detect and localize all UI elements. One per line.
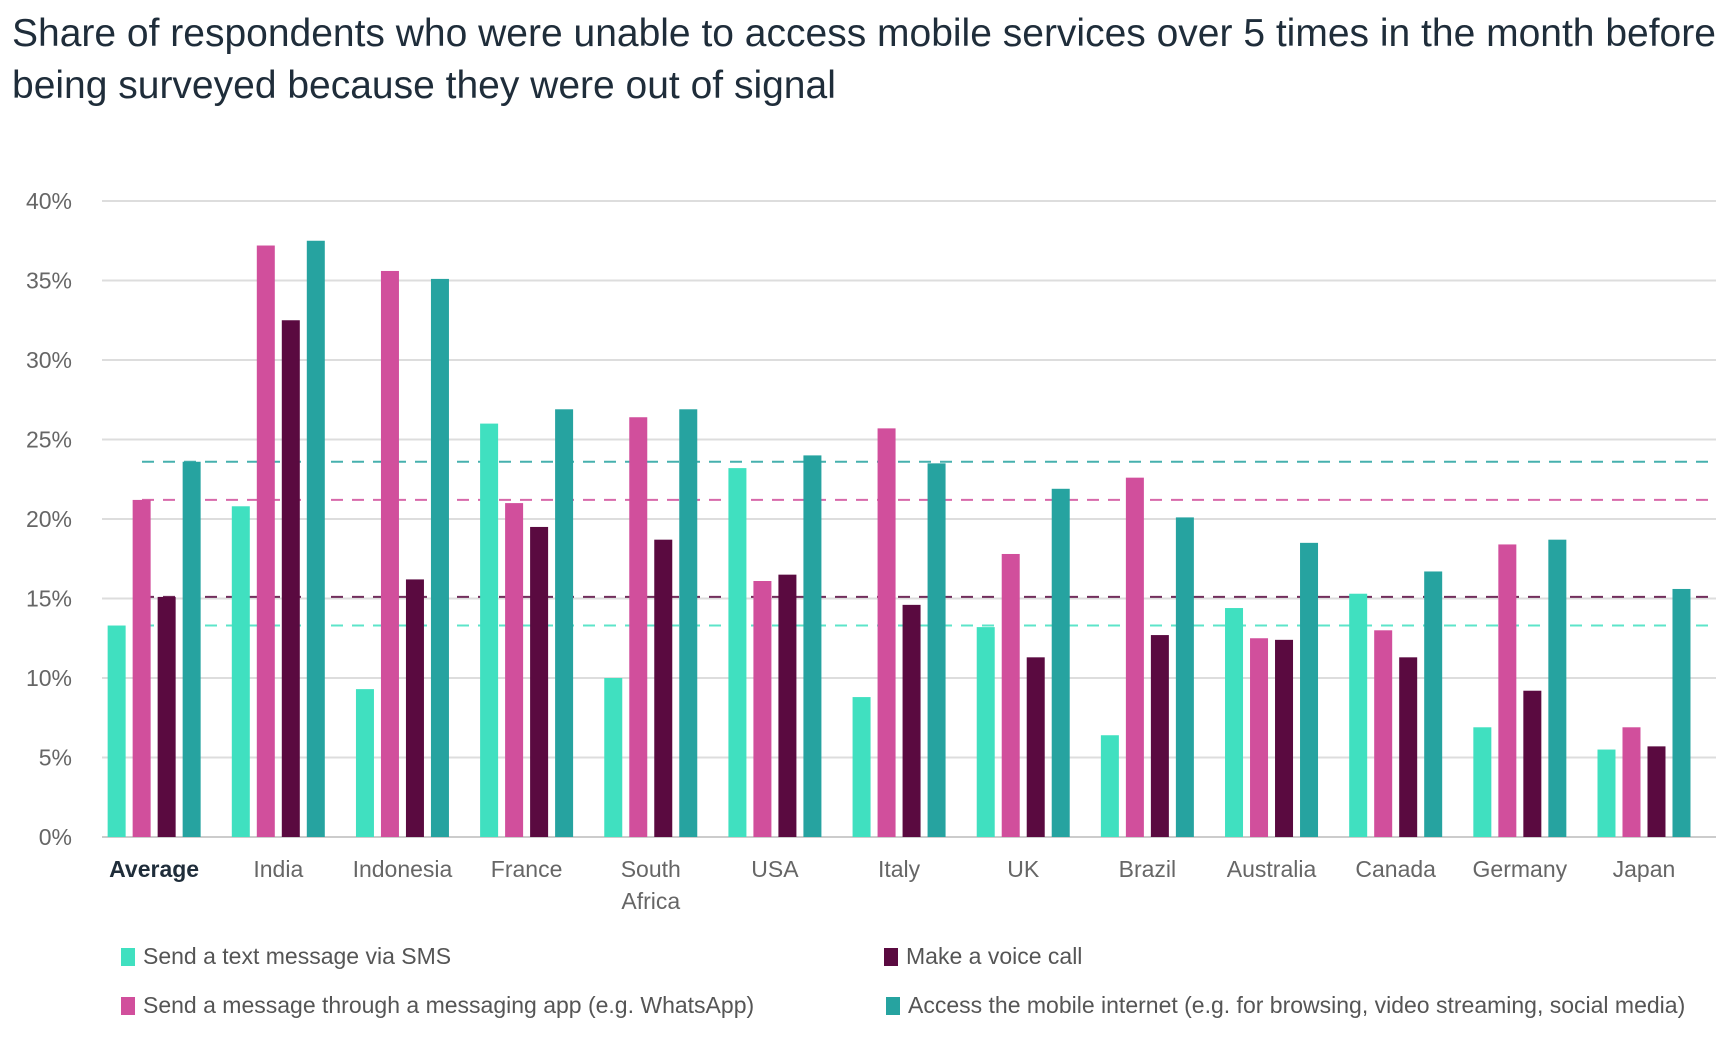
bar [728,468,747,837]
bar [1349,593,1368,837]
bar [1250,638,1269,837]
x-tick-label: India [253,856,303,882]
bar [1548,539,1567,837]
x-tick-label: Africa [621,888,680,914]
bar [306,240,325,837]
legend-swatch [886,996,900,1015]
bar [1001,553,1020,837]
bar [182,461,201,837]
x-tick-label: Japan [1613,856,1676,882]
legend-label: Access the mobile internet (e.g. for bro… [908,992,1686,1018]
x-tick-label: Average [109,856,199,882]
legend-item-mobile-internet: Access the mobile internet (e.g. for bro… [886,992,1685,1019]
bar [1150,635,1169,837]
y-tick-label: 25% [26,427,72,453]
y-tick-label: 5% [39,745,72,771]
x-tick-label: Canada [1355,856,1436,882]
x-tick-label: UK [1007,856,1040,882]
x-tick-label: Italy [878,856,921,882]
bar [281,320,300,837]
bar [380,270,399,838]
bar [1498,544,1517,837]
bar [505,503,524,837]
x-tick-label: Germany [1473,856,1568,882]
bar [1175,517,1194,837]
bar [1399,657,1418,837]
bar [157,596,176,837]
y-tick-label: 0% [39,824,72,850]
bar [1622,727,1641,837]
y-tick-label: 15% [26,586,72,612]
legend-label: Send a text message via SMS [143,943,452,969]
bar [1051,488,1070,837]
bar [405,579,424,837]
legend-item-sms: Send a text message via SMS [121,943,451,970]
bar [604,678,623,837]
x-tick-label: Brazil [1119,856,1177,882]
x-tick-label: Australia [1227,856,1317,882]
legend-label: Send a message through a messaging app (… [143,992,755,1018]
legend-swatch [121,947,135,966]
bar [256,245,275,837]
bar [530,526,549,837]
y-tick-label: 30% [26,347,72,373]
bar [1300,542,1319,837]
bar [355,689,374,837]
bar [852,697,871,837]
x-tick-label: France [491,856,563,882]
bar [480,423,499,837]
bar [902,604,921,837]
bar [430,278,449,837]
legend-item-voice-call: Make a voice call [884,943,1082,970]
bar [976,627,995,837]
bar [629,417,648,837]
bar [1125,477,1144,837]
x-tick-label: South [621,856,681,882]
bar [555,409,574,837]
y-tick-label: 10% [26,665,72,691]
bar [107,625,126,837]
legend-item-messaging-app: Send a message through a messaging app (… [121,992,754,1019]
bar [132,499,151,837]
bar [1647,746,1666,837]
bar [1100,735,1119,837]
y-tick-label: 40% [26,188,72,214]
bar [927,463,946,837]
bar [803,455,822,837]
bar [654,539,673,837]
bar [778,574,797,837]
bar [1473,727,1492,837]
bar [1225,608,1244,837]
bar [679,409,698,837]
bar [1275,639,1294,837]
x-tick-label: USA [751,856,799,882]
chart-title: Share of respondents who were unable to … [12,12,1716,107]
legend-label: Make a voice call [906,943,1083,969]
y-tick-label: 20% [26,506,72,532]
bar [753,581,772,837]
legend-swatch [884,947,898,966]
bar [1523,690,1542,837]
bar [1374,630,1393,837]
y-tick-label: 35% [26,268,72,294]
bar [1026,657,1045,837]
bar [1424,571,1443,837]
bar [877,428,896,837]
bar [1672,588,1691,837]
x-tick-label: Indonesia [353,856,453,882]
legend-swatch [121,996,135,1015]
bar [231,506,250,837]
bar [1597,749,1616,837]
